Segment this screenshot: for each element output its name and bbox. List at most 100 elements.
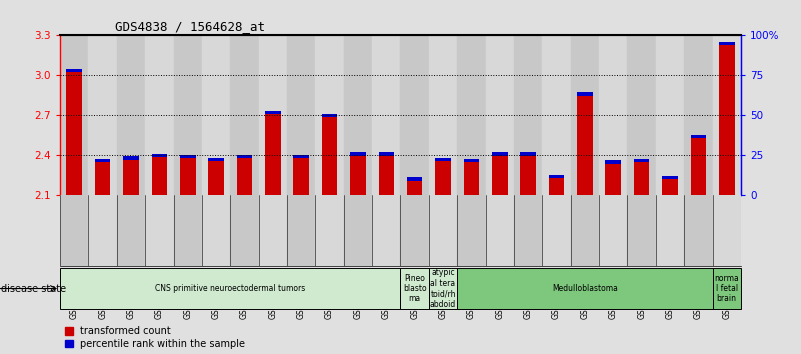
Bar	[400, 268, 429, 309]
Bar	[542, 195, 570, 266]
Bar	[259, 35, 287, 195]
Legend: transformed count, percentile rank within the sample: transformed count, percentile rank withi…	[65, 326, 245, 349]
Bar	[634, 159, 650, 162]
Bar	[713, 195, 741, 266]
Bar	[457, 35, 485, 195]
Bar	[514, 35, 542, 195]
Bar	[400, 195, 429, 266]
Bar	[634, 159, 650, 195]
Bar	[662, 176, 678, 179]
Bar	[350, 152, 366, 195]
Text: atypic
al tera
toid/rh
abdoid: atypic al tera toid/rh abdoid	[430, 268, 457, 309]
Bar	[485, 195, 514, 266]
Bar	[492, 152, 508, 155]
Bar	[95, 159, 111, 195]
Bar	[521, 152, 536, 195]
Bar	[379, 152, 394, 195]
Bar	[202, 195, 231, 266]
Text: disease state: disease state	[1, 284, 66, 293]
Bar	[231, 35, 259, 195]
Bar	[259, 195, 287, 266]
Bar	[379, 152, 394, 155]
Bar	[208, 158, 224, 195]
Bar	[344, 35, 372, 195]
Bar	[713, 268, 741, 309]
Bar	[684, 195, 713, 266]
Bar	[372, 195, 400, 266]
Bar	[174, 35, 202, 195]
Text: Pineo
blasto
ma: Pineo blasto ma	[403, 274, 426, 303]
Bar	[208, 158, 224, 161]
Bar	[435, 158, 451, 195]
Bar	[492, 152, 508, 195]
Bar	[521, 152, 536, 155]
Bar	[606, 160, 621, 164]
Bar	[662, 176, 678, 195]
Bar	[400, 35, 429, 195]
Bar	[174, 195, 202, 266]
Bar	[265, 111, 280, 195]
Bar	[287, 35, 316, 195]
Bar	[88, 195, 117, 266]
Bar	[66, 69, 82, 195]
Bar	[606, 160, 621, 195]
Bar	[719, 42, 735, 45]
Bar	[236, 155, 252, 158]
Bar	[429, 268, 457, 309]
Bar	[627, 195, 656, 266]
Bar	[293, 155, 309, 158]
Bar	[231, 195, 259, 266]
Bar	[236, 155, 252, 195]
Bar	[202, 35, 231, 195]
Bar	[293, 155, 309, 195]
Bar	[577, 92, 593, 96]
Bar	[429, 195, 457, 266]
Bar	[713, 35, 741, 195]
Bar	[684, 35, 713, 195]
Bar	[322, 114, 337, 195]
Bar	[514, 195, 542, 266]
Bar	[549, 175, 565, 195]
Bar	[542, 35, 570, 195]
Bar	[180, 155, 195, 195]
Bar	[145, 35, 174, 195]
Bar	[407, 177, 422, 195]
Bar	[570, 35, 599, 195]
Bar	[151, 154, 167, 195]
Bar	[88, 35, 117, 195]
Bar	[599, 195, 627, 266]
Bar	[66, 69, 82, 72]
Bar	[627, 35, 656, 195]
Bar	[60, 35, 88, 195]
Bar	[656, 195, 684, 266]
Bar	[180, 155, 195, 158]
Bar	[151, 154, 167, 157]
Bar	[577, 92, 593, 195]
Text: CNS primitive neuroectodermal tumors: CNS primitive neuroectodermal tumors	[155, 284, 305, 293]
Bar	[690, 135, 706, 195]
Bar	[690, 135, 706, 138]
Bar	[123, 156, 139, 160]
Bar	[407, 177, 422, 181]
Bar	[117, 35, 145, 195]
Bar	[145, 195, 174, 266]
Bar	[344, 195, 372, 266]
Bar	[287, 195, 316, 266]
Bar	[123, 156, 139, 195]
Text: GDS4838 / 1564628_at: GDS4838 / 1564628_at	[115, 20, 264, 33]
Bar	[60, 268, 400, 309]
Bar	[464, 159, 479, 162]
Bar	[316, 195, 344, 266]
Bar	[464, 159, 479, 195]
Bar	[316, 35, 344, 195]
Bar	[372, 35, 400, 195]
Bar	[60, 195, 88, 266]
Bar	[656, 35, 684, 195]
Bar	[265, 111, 280, 114]
Bar	[435, 158, 451, 161]
Bar	[457, 195, 485, 266]
Bar	[350, 152, 366, 155]
Bar	[322, 114, 337, 117]
Bar	[95, 159, 111, 162]
Bar	[549, 175, 565, 178]
